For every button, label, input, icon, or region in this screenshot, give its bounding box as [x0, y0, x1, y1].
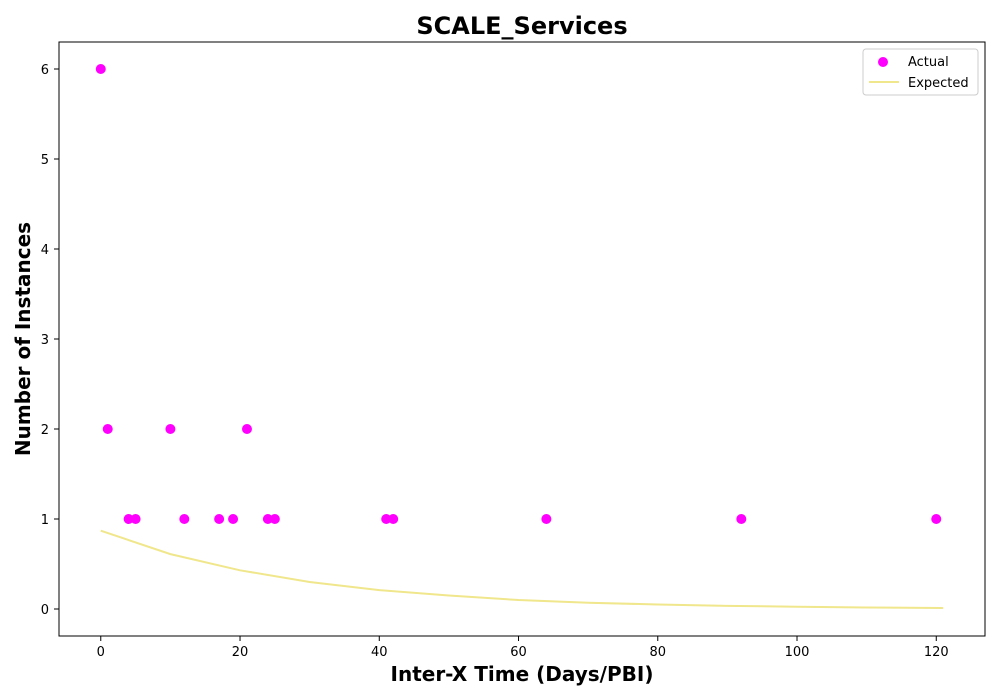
- x-tick-label: 120: [924, 645, 949, 660]
- x-tick-label: 0: [97, 645, 105, 660]
- y-tick-label: 0: [41, 603, 49, 618]
- y-tick-label: 1: [41, 513, 49, 528]
- legend-box: [862, 48, 979, 96]
- data-point-actual: [130, 514, 141, 524]
- data-point-actual: [95, 64, 106, 74]
- data-point-actual: [269, 514, 280, 524]
- data-point-actual: [736, 514, 747, 524]
- legend: Actual Expected: [862, 48, 979, 96]
- data-point-actual: [388, 514, 399, 524]
- plot-area: [58, 41, 986, 637]
- chart-title: SCALE_Services: [416, 12, 627, 40]
- legend-marker-actual: [878, 57, 888, 67]
- data-point-actual: [214, 514, 225, 524]
- legend-label-actual: Actual: [908, 55, 949, 70]
- data-point-actual: [123, 514, 134, 524]
- data-point-actual: [241, 424, 252, 434]
- x-axis-title: Inter-X Time (Days/PBI): [391, 662, 654, 686]
- data-point-actual: [102, 424, 113, 434]
- legend-label-expected: Expected: [908, 76, 969, 91]
- data-point-actual: [228, 514, 239, 524]
- y-tick-label: 3: [41, 333, 49, 348]
- y-tick-label: 5: [41, 153, 49, 168]
- x-tick-label: 60: [510, 645, 527, 660]
- data-point-actual: [931, 514, 942, 524]
- y-axis: 0 1 2 3 4 5 6: [41, 63, 59, 618]
- y-tick-label: 4: [41, 243, 49, 258]
- data-point-actual: [262, 514, 273, 524]
- data-point-actual: [381, 514, 392, 524]
- data-point-actual: [179, 514, 190, 524]
- x-tick-label: 80: [649, 645, 666, 660]
- y-axis-title: Number of Instances: [11, 222, 35, 456]
- x-tick-label: 20: [232, 645, 249, 660]
- y-tick-label: 2: [41, 423, 49, 438]
- plot-background: [59, 42, 985, 636]
- x-tick-label: 40: [371, 645, 388, 660]
- x-axis: 0 20 40 60 80 100 120: [97, 636, 949, 660]
- data-point-actual: [165, 424, 176, 434]
- data-point-actual: [541, 514, 552, 524]
- y-tick-label: 6: [41, 63, 49, 78]
- x-tick-label: 100: [785, 645, 810, 660]
- series-line-expected: [100, 529, 944, 610]
